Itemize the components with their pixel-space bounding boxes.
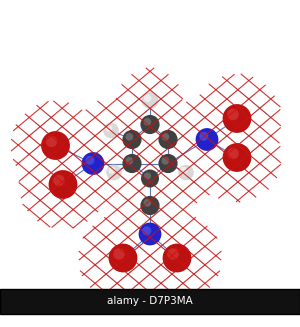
- Circle shape: [196, 128, 218, 151]
- Circle shape: [109, 244, 137, 272]
- Circle shape: [105, 125, 112, 132]
- Circle shape: [158, 130, 178, 149]
- Circle shape: [161, 157, 169, 165]
- Circle shape: [142, 226, 152, 235]
- Circle shape: [139, 223, 161, 245]
- Circle shape: [53, 175, 65, 186]
- Circle shape: [49, 170, 77, 199]
- Text: alamy - D7P3MA: alamy - D7P3MA: [107, 296, 193, 306]
- Circle shape: [141, 169, 159, 187]
- Circle shape: [144, 172, 151, 180]
- Circle shape: [122, 154, 142, 173]
- Circle shape: [140, 196, 160, 215]
- Circle shape: [143, 199, 151, 207]
- Circle shape: [180, 167, 187, 174]
- Circle shape: [108, 167, 115, 174]
- Circle shape: [125, 157, 133, 165]
- Circle shape: [158, 154, 178, 173]
- Circle shape: [199, 132, 208, 141]
- Circle shape: [140, 115, 160, 134]
- Circle shape: [46, 136, 57, 147]
- Circle shape: [163, 244, 191, 272]
- Circle shape: [227, 148, 239, 159]
- Circle shape: [223, 143, 251, 172]
- Circle shape: [178, 165, 194, 180]
- Circle shape: [82, 152, 104, 175]
- Circle shape: [223, 104, 251, 133]
- Circle shape: [144, 95, 152, 102]
- Circle shape: [167, 248, 179, 260]
- Circle shape: [85, 156, 94, 165]
- Circle shape: [113, 248, 125, 260]
- FancyBboxPatch shape: [0, 289, 300, 314]
- Circle shape: [142, 92, 158, 109]
- Circle shape: [106, 165, 122, 180]
- Circle shape: [227, 109, 239, 120]
- Circle shape: [161, 133, 169, 141]
- Circle shape: [103, 123, 119, 138]
- Circle shape: [143, 118, 151, 126]
- Circle shape: [122, 130, 142, 149]
- Circle shape: [125, 133, 133, 141]
- Circle shape: [41, 131, 70, 160]
